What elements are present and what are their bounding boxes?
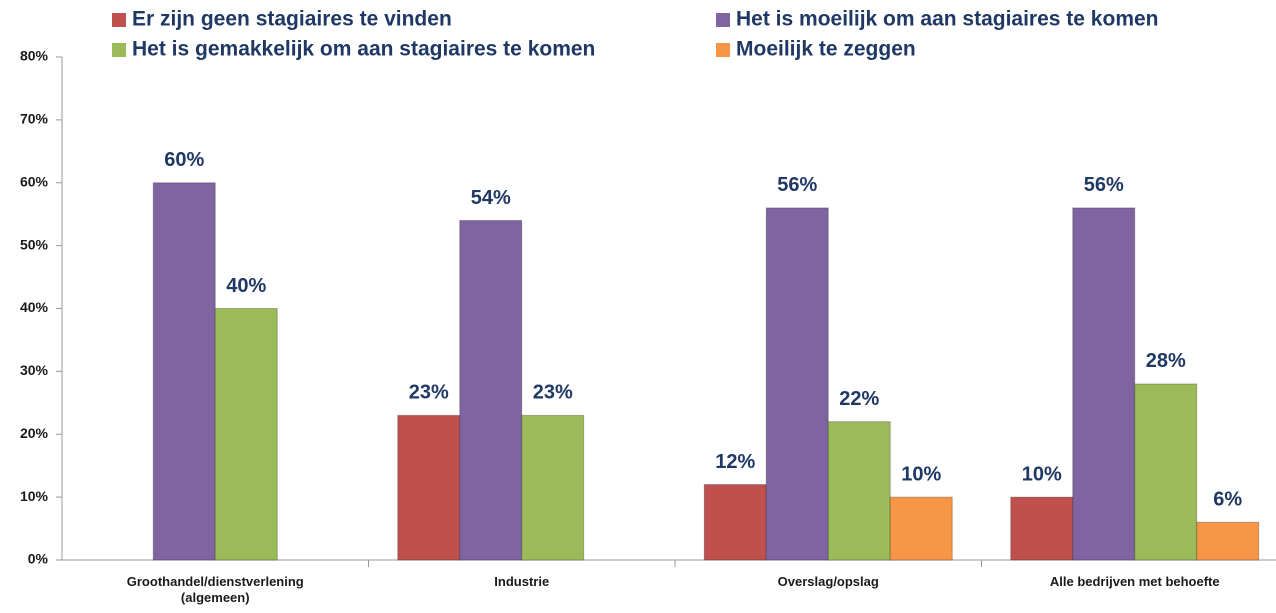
data-label: 28% [1146, 350, 1186, 372]
bar [152, 182, 216, 561]
data-label: 12% [715, 451, 755, 473]
data-label: 23% [533, 382, 573, 404]
data-label: 23% [409, 382, 449, 404]
y-tick-label: 10% [20, 488, 49, 504]
data-label: 56% [777, 174, 817, 196]
y-tick-label: 20% [20, 425, 49, 441]
data-label: 10% [1022, 463, 1062, 485]
x-tick-label: Groothandel/dienstverlening (algemeen) [126, 574, 304, 605]
data-label: 56% [1084, 174, 1124, 196]
bar [703, 484, 767, 561]
y-tick-label: 50% [20, 236, 49, 252]
y-tick-label: 80% [20, 48, 49, 64]
bar [459, 219, 523, 561]
legend-label: Het is moeilijk om aan stagiaires te kom… [736, 8, 1159, 31]
y-tick-label: 30% [20, 362, 49, 378]
bar [1072, 207, 1136, 561]
data-label: 6% [1213, 489, 1242, 511]
data-label: 10% [901, 463, 941, 485]
bar [889, 496, 953, 561]
x-tick-label: Industrie [494, 574, 550, 589]
bar [214, 308, 278, 561]
bar [1010, 496, 1074, 561]
bar [397, 414, 461, 561]
data-label: 60% [164, 149, 204, 171]
legend-swatch [112, 43, 126, 57]
bar [1134, 383, 1198, 561]
legend-swatch [112, 13, 126, 27]
legend-label: Moeilijk te zeggen [736, 38, 916, 61]
legend-swatch [716, 13, 730, 27]
legend-label: Er zijn geen stagiaires te vinden [132, 8, 452, 31]
bar [1196, 521, 1260, 561]
data-label: 40% [226, 275, 266, 297]
legend-swatch [716, 43, 730, 57]
legend-label: Het is gemakkelijk om aan stagiaires te … [132, 38, 595, 61]
x-tick-label: Alle bedrijven met behoefte [1049, 574, 1220, 589]
x-tick-label: Overslag/opslag [777, 574, 879, 589]
bar [521, 414, 585, 561]
y-tick-label: 40% [20, 299, 49, 315]
y-tick-label: 70% [20, 111, 49, 127]
bar [827, 421, 891, 561]
y-tick-label: 0% [28, 551, 49, 567]
data-label: 54% [471, 187, 511, 209]
data-label: 22% [839, 388, 879, 410]
bar [765, 207, 829, 561]
y-tick-label: 60% [20, 173, 49, 189]
